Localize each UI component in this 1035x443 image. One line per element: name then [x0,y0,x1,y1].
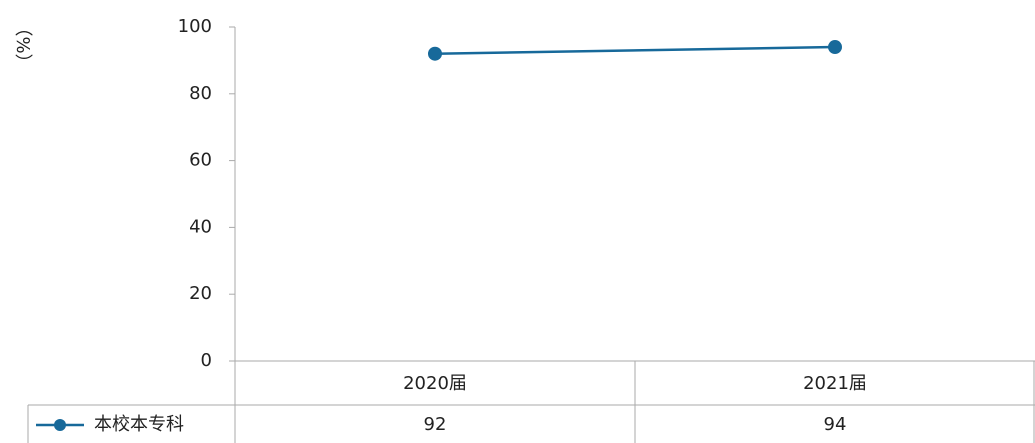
point [428,46,442,61]
legend-label: 本校本专科 [94,414,184,435]
table-value: 92 [424,414,447,435]
y-axis-label: （%） [12,18,33,71]
y-tick-label: 60 [189,150,212,171]
point [828,40,842,55]
table-value: 94 [824,414,847,435]
y-tick-label: 40 [189,216,212,237]
y-tick-label: 20 [189,283,212,304]
x-tick-label: 2021届 [803,373,867,394]
y-tick-label: 0 [201,350,212,371]
y-tick-label: 80 [189,83,212,104]
x-tick-label: 2020届 [403,373,467,394]
y-tick-label: 100 [178,16,212,37]
line [434,45,836,55]
legend-marker [54,419,66,431]
